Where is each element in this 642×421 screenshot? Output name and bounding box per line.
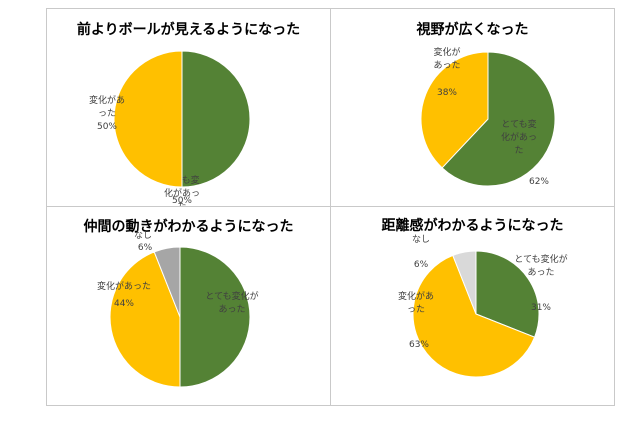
pie-percent-label: 6%: [138, 243, 153, 253]
pie-category-label: 変化があった: [433, 46, 460, 71]
pie-slice: [109, 251, 181, 388]
pie-slice: [441, 51, 556, 187]
pie-category-label: とても変化があった: [205, 290, 258, 315]
chart-title: 距離感がわかるようになった: [381, 218, 564, 234]
pie-category-label: 変化があった: [89, 94, 125, 119]
pie-category-label: なし: [134, 230, 152, 241]
pie-slice: [420, 51, 489, 169]
pie-category-label: 変化があった: [398, 290, 434, 315]
pie-chart: とても変化があった 変化があった 44% なし 6%: [97, 230, 259, 388]
pie-category-label: なし: [412, 234, 430, 245]
chart-title: 仲間の動きがわかるようになった: [83, 219, 294, 235]
pie-slice: [113, 50, 183, 188]
pie-chart: とても変化があった 62% 変化があった 38%: [420, 46, 556, 187]
chart-title: 視野が広くなった: [416, 22, 529, 38]
pie-chart: とても変化があった 31% 変化があった 63% なし 6%: [398, 234, 568, 378]
pie-slice: [181, 50, 251, 188]
pie-percent-label: 31%: [531, 303, 551, 313]
chart-panel-distance-sense: 距離感がわかるようになった とても変化があった 31% 変化があった 63% なし 6%: [330, 206, 615, 406]
pie-percent-label: 62%: [529, 177, 549, 187]
chart-title: 前よりボールが見えるようになった: [76, 22, 301, 38]
pie-percent-label: 6%: [414, 260, 429, 270]
pie-slice: [179, 246, 251, 388]
chart-panel-teammate-movement: 仲間の動きがわかるようになった とても変化があった 変化があった 44% なし 6%: [46, 206, 331, 406]
pie-percent-label: 50%: [97, 122, 117, 132]
pie-percent-label: 63%: [409, 340, 429, 350]
pie-percent-label: 44%: [114, 299, 134, 309]
pie-slice: [452, 250, 477, 315]
pie-category-label: とても変化があった: [501, 118, 537, 156]
pie-percent-label: 50%: [172, 196, 192, 206]
pie-slice: [153, 246, 181, 318]
pie-slice: [412, 254, 536, 378]
pie-category-label: とても変化があった: [514, 253, 567, 278]
pie-slice: [475, 250, 540, 338]
pie-category-label: 変化があった: [97, 280, 151, 292]
chart-panel-field-of-view: 視野が広くなった とても変化があった 62% 変化があった 38%: [330, 8, 615, 207]
pie-percent-label: 38%: [437, 88, 457, 98]
